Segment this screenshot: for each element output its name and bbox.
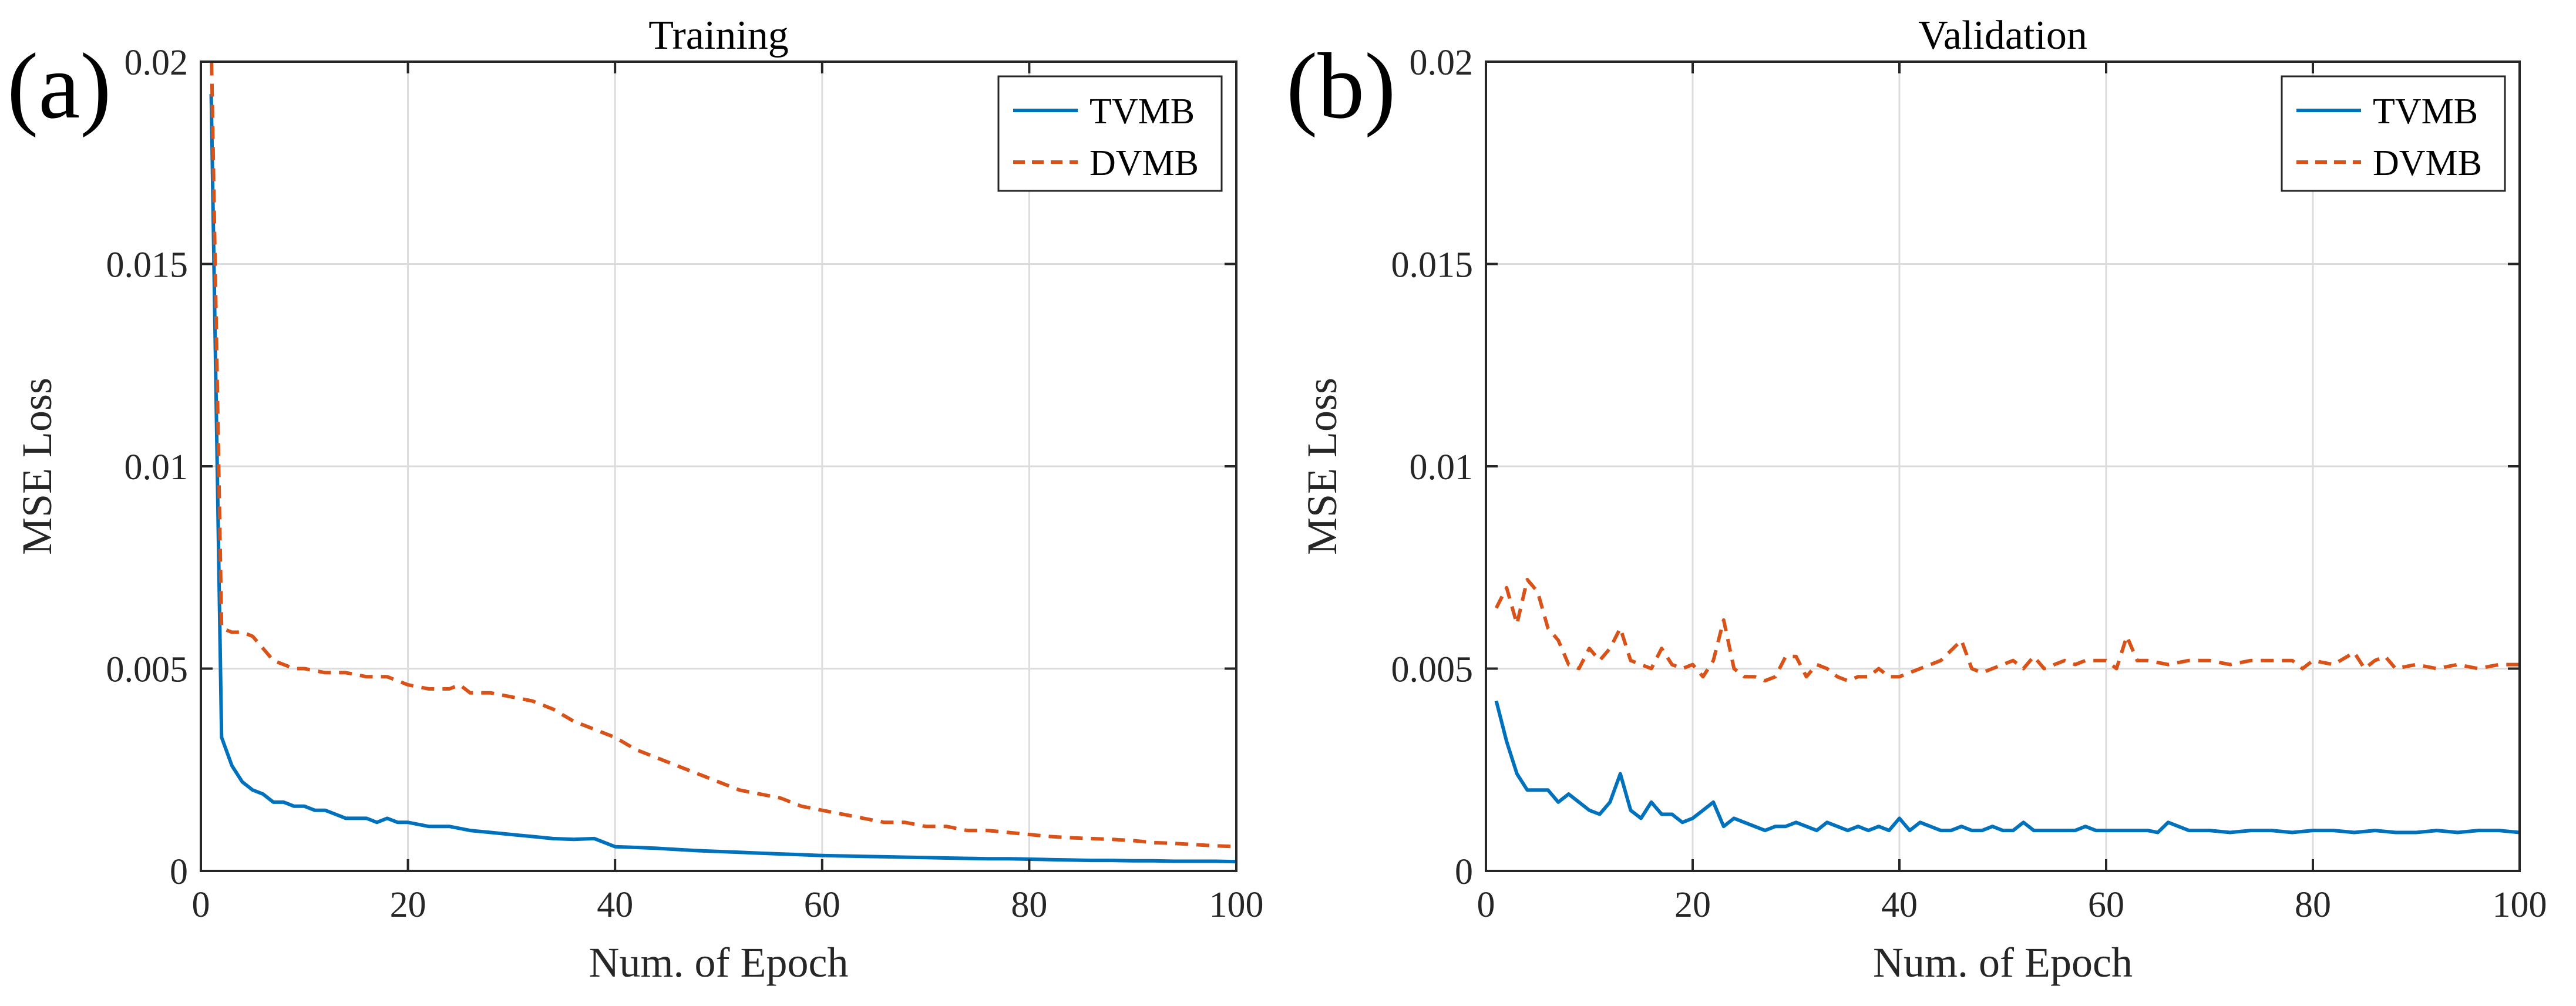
panel-validation: 0 20 40 60 80 100 0 0.005 0.01 0.015 0.02 Validatio… bbox=[1286, 13, 2547, 986]
panel-label: (b) bbox=[1286, 33, 1396, 138]
x-tick-label: 40 bbox=[597, 885, 633, 925]
legend-label-tvmb: TVMB bbox=[1089, 92, 1195, 132]
x-tick-label: 80 bbox=[2295, 885, 2331, 925]
series-line-dvmb bbox=[210, 62, 1236, 849]
series-line-dvmb bbox=[1494, 577, 2520, 683]
x-tick-label: 20 bbox=[1674, 885, 1711, 925]
x-tick-label: 40 bbox=[1881, 885, 1918, 925]
y-tick-label: 0 bbox=[170, 852, 188, 892]
y-tick-label: 0.01 bbox=[1410, 448, 1474, 487]
x-axis-label: Num. of Epoch bbox=[589, 939, 849, 986]
y-tick-label: 0.02 bbox=[125, 43, 189, 83]
y-tick-label: 0.005 bbox=[1391, 650, 1474, 690]
y-tick-label: 0.015 bbox=[106, 245, 189, 285]
chart-title: Validation bbox=[1918, 13, 2087, 58]
x-tick-label: 60 bbox=[2088, 885, 2124, 925]
panel-training: 0 20 40 60 80 100 0 0.005 0.01 0.015 0.02 Training N… bbox=[7, 13, 1264, 986]
y-axis-label: MSE Loss bbox=[1299, 378, 1346, 555]
y-axis-label: MSE Loss bbox=[14, 378, 60, 555]
legend-label-dvmb: DVMB bbox=[1089, 143, 1199, 183]
y-tick-label: 0.01 bbox=[125, 448, 189, 487]
x-tick-label: 0 bbox=[1477, 885, 1495, 925]
panel-label: (a) bbox=[7, 33, 112, 138]
series-line-tvmb bbox=[1494, 700, 2520, 835]
y-tick-label: 0.005 bbox=[106, 650, 189, 690]
legend-box bbox=[2281, 75, 2506, 192]
x-tick-label: 20 bbox=[390, 885, 426, 925]
x-tick-label: 0 bbox=[192, 885, 210, 925]
y-tick-label: 0.02 bbox=[1410, 43, 1474, 83]
y-tick-label: 0.015 bbox=[1391, 245, 1474, 285]
series-line-tvmb bbox=[209, 94, 1236, 864]
x-tick-label: 100 bbox=[1209, 885, 1264, 925]
x-axis-label: Num. of Epoch bbox=[1873, 939, 2133, 986]
x-tick-label: 100 bbox=[2493, 885, 2547, 925]
y-tick-label: 0 bbox=[1455, 852, 1473, 892]
x-tick-label: 60 bbox=[804, 885, 840, 925]
legend-label-tvmb: TVMB bbox=[2373, 92, 2478, 132]
chart-title: Training bbox=[648, 13, 789, 58]
legend-box bbox=[997, 75, 1223, 192]
legend-label-dvmb: DVMB bbox=[2373, 143, 2482, 183]
x-tick-label: 80 bbox=[1011, 885, 1047, 925]
